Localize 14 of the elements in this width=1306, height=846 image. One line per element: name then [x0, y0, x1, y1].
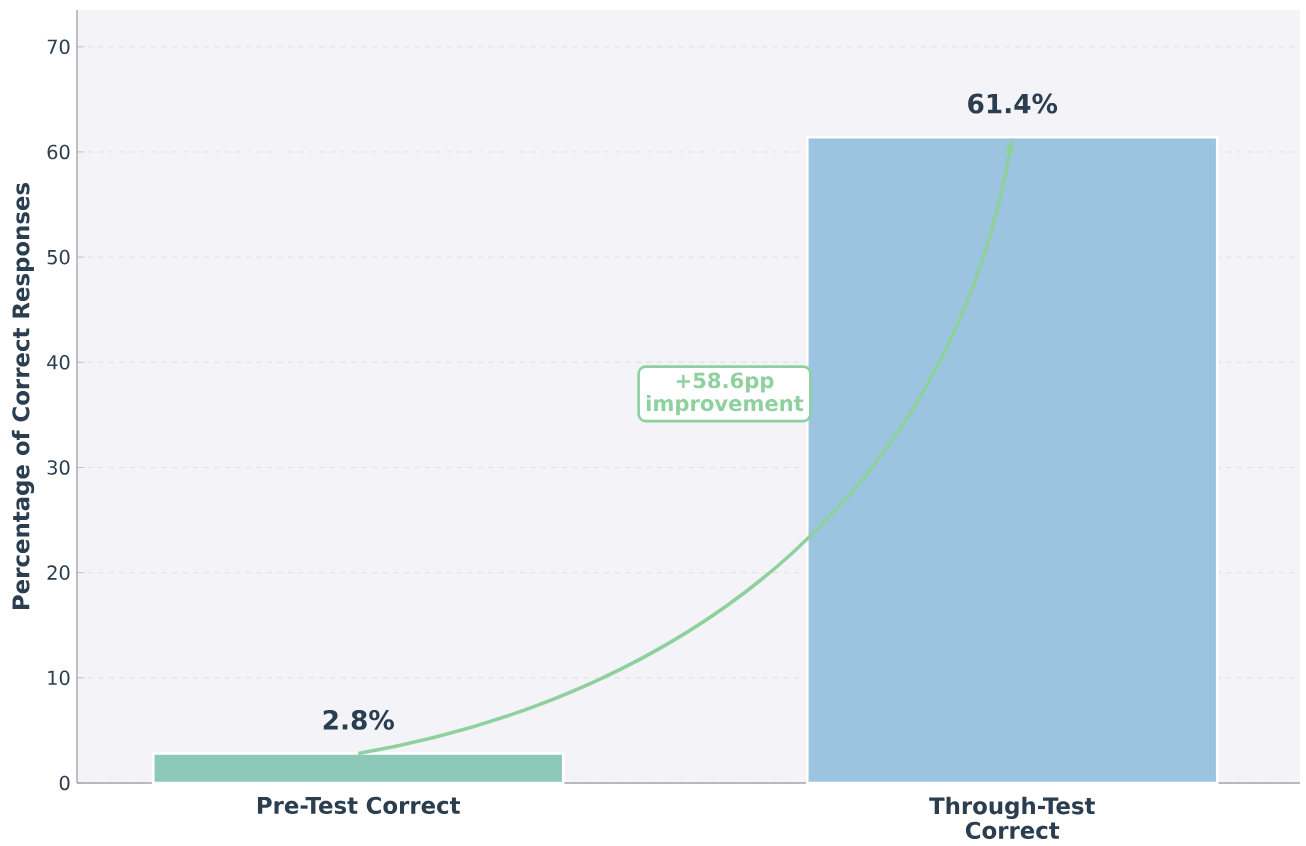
y-tick-label: 60 — [47, 144, 70, 160]
y-tick-label: 30 — [47, 460, 70, 475]
data-label: 2.8% — [323, 709, 394, 730]
y-tick-label: 0 — [59, 775, 70, 791]
y-tick-label: 20 — [47, 565, 70, 580]
y-axis-title: Percentage of Correct Responses — [11, 183, 35, 609]
y-tick-label: 70 — [47, 39, 70, 55]
y-tick-label: 10 — [48, 670, 70, 686]
x-tick-label: Pre-Test Correct — [257, 796, 461, 814]
y-tick-label: 40 — [47, 355, 70, 370]
x-tick-label: Through-Test Correct — [929, 796, 1095, 839]
data-label: 61.4% — [968, 93, 1058, 114]
annotation: +58.6pp improvement — [646, 372, 804, 416]
y-tick-label: 50 — [47, 249, 70, 265]
